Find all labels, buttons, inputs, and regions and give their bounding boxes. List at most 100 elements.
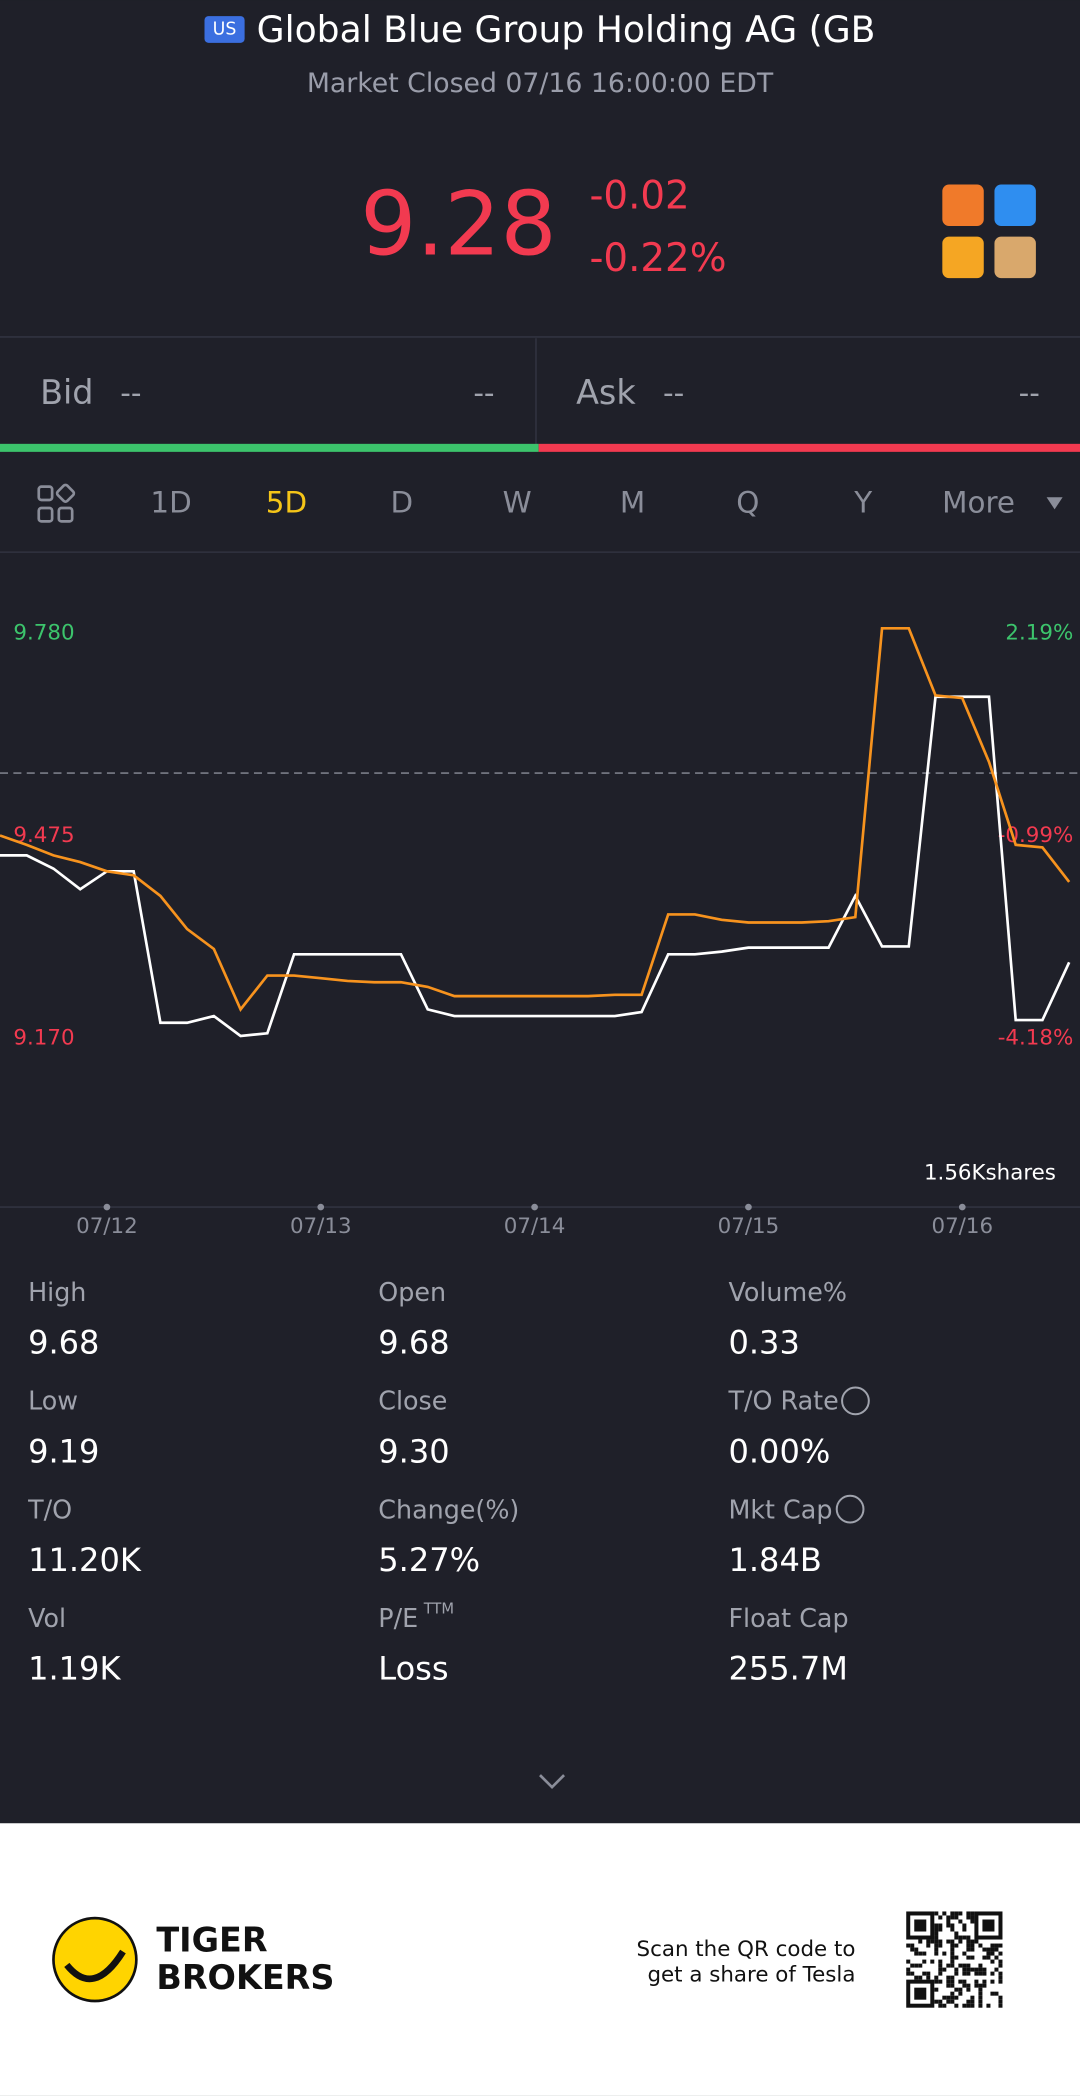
qr-cell: [954, 1915, 959, 1920]
qr-cell: [970, 1947, 975, 1952]
bid-bar: [0, 443, 539, 452]
qr-cell: [950, 1927, 955, 1932]
tab[interactable]: D: [390, 485, 413, 519]
market-badge: US: [213, 19, 237, 39]
icon-part: [55, 483, 76, 503]
qr-cell: [990, 1971, 995, 1976]
qr-cell: [946, 1975, 951, 1980]
qr-cell: [986, 1955, 991, 1960]
stat-value: 9.68: [378, 1324, 449, 1362]
background: [0, 0, 1080, 1823]
qr-cell: [982, 1979, 987, 1984]
qr-cell: [934, 1947, 939, 1952]
qr-cell: [914, 1975, 919, 1980]
ask-bar: [538, 443, 1080, 452]
stat-label: T/O: [27, 1494, 72, 1524]
qr-cell: [950, 1911, 955, 1916]
tab[interactable]: Y: [853, 485, 873, 519]
tab[interactable]: W: [503, 485, 532, 519]
qr-cell: [938, 1979, 943, 1984]
qr-cell: [970, 1915, 975, 1920]
qr-cell: [910, 1943, 915, 1948]
qr-cell: [938, 1971, 943, 1976]
qr-finder: [914, 1987, 927, 2000]
qr-cell: [938, 1967, 943, 1972]
qr-cell: [938, 1939, 943, 1944]
qr-cell: [998, 1959, 1003, 1964]
feature-icons[interactable]: [942, 184, 1036, 279]
qr-cell: [954, 1911, 959, 1916]
tab[interactable]: 1D: [150, 485, 191, 519]
qr-cell: [978, 1943, 983, 1948]
stat-value: 9.30: [378, 1432, 449, 1470]
volume-label: 1.56Kshares: [924, 1161, 1056, 1186]
qr-cell: [962, 2003, 967, 2008]
qr-cell: [998, 1943, 1003, 1948]
stat-label: Vol: [28, 1603, 66, 1633]
qr-cell: [958, 1935, 963, 1940]
qr-cell: [938, 1915, 943, 1920]
qr-finder: [914, 1919, 927, 1932]
expand-arrow[interactable]: [539, 1774, 566, 1790]
tab[interactable]: Q: [736, 485, 759, 519]
qr-cell: [954, 1971, 959, 1976]
qr-cell: [966, 1915, 971, 1920]
qr-cell: [938, 1927, 943, 1932]
qr-cell: [954, 1931, 959, 1936]
qr-cell: [954, 1967, 959, 1972]
qr-cell: [926, 1971, 931, 1976]
stat-label: Open: [378, 1277, 446, 1307]
qr-cell: [998, 1971, 1003, 1976]
qr-cell: [954, 2003, 959, 2008]
x-tick-dot: [958, 1203, 966, 1211]
qr-cell: [990, 1979, 995, 1984]
qr-text: get a share of Tesla: [647, 1963, 855, 1988]
stat-value: 11.20K: [28, 1541, 142, 1579]
ask-size: --: [1019, 376, 1040, 410]
market-status: Market Closed 07/16 16:00:00 EDT: [307, 68, 774, 99]
qr-cell: [926, 1943, 931, 1948]
qr-cell: [934, 1951, 939, 1956]
qr-cell: [958, 1911, 963, 1916]
qr-cell: [962, 1927, 967, 1932]
qr-cell: [950, 1923, 955, 1928]
qr-cell: [942, 1951, 947, 1956]
qr-cell: [958, 1979, 963, 1984]
y2-tick-label: -4.18%: [998, 1026, 1074, 1051]
qr-cell: [966, 2003, 971, 2008]
qr-cell: [954, 1943, 959, 1948]
qr-cell: [962, 1935, 967, 1940]
qr-cell: [982, 1983, 987, 1988]
qr-cell: [934, 1931, 939, 1936]
stat-label: High: [28, 1277, 86, 1307]
qr-cell: [954, 1935, 959, 1940]
tab[interactable]: 5D: [266, 485, 307, 519]
stat-value: 1.84B: [728, 1541, 821, 1579]
icon[interactable]: [942, 184, 984, 226]
tab[interactable]: More: [942, 485, 1015, 519]
qr-cell: [946, 1915, 951, 1920]
qr-cell: [990, 1951, 995, 1956]
x-tick-label: 07/16: [931, 1214, 993, 1239]
stat-value: 9.68: [28, 1324, 99, 1362]
qr-cell: [938, 2003, 943, 2008]
qr-cell: [934, 1923, 939, 1928]
stat-value: 5.27%: [378, 1541, 480, 1579]
qr-cell: [958, 1987, 963, 1992]
qr-cell: [946, 1939, 951, 1944]
qr-cell: [934, 1975, 939, 1980]
icon[interactable]: [942, 236, 984, 279]
icon[interactable]: [994, 236, 1036, 279]
qr-cell: [950, 1991, 955, 1996]
qr-cell: [926, 1975, 931, 1980]
tab[interactable]: M: [620, 485, 645, 519]
qr-cell: [998, 1963, 1003, 1968]
qr-cell: [970, 1967, 975, 1972]
qr-cell: [962, 1967, 967, 1972]
qr-cell: [998, 1975, 1003, 1980]
qr-cell: [950, 1947, 955, 1952]
x-tick-label: 07/12: [76, 1214, 138, 1239]
icon[interactable]: [994, 184, 1036, 226]
layout-icon[interactable]: [37, 483, 76, 523]
